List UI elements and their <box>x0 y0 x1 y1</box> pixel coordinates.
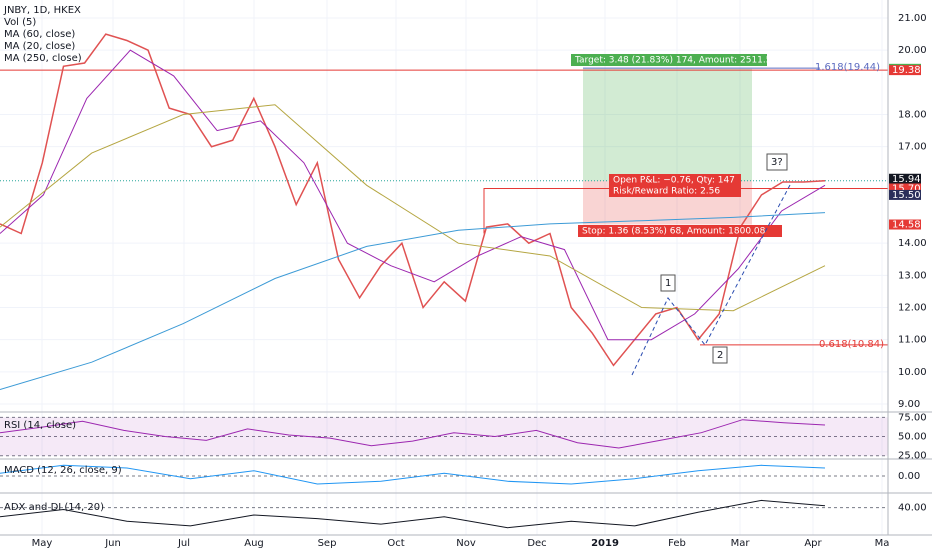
indicator-label: MA (60, close) <box>4 29 75 40</box>
price-tick-label: 10.00 <box>898 367 927 378</box>
pane-tick-label: 25.00 <box>898 451 927 462</box>
pattern-box <box>660 274 676 292</box>
risk-reward-label: Risk/Reward Ratio: 2.56 <box>613 187 720 197</box>
pane-tick-label: 50.00 <box>898 432 927 443</box>
fib-label: 1.618(19.44) <box>815 62 880 73</box>
price-badge <box>889 219 921 230</box>
time-tick-label: Jul <box>177 538 190 549</box>
pattern-label: 1 <box>665 278 671 289</box>
time-tick-label: Sep <box>318 538 337 549</box>
price-tick-label: 14.00 <box>898 238 927 249</box>
time-tick-label: Oct <box>387 538 404 549</box>
macd-line <box>0 464 826 485</box>
stop-label-box <box>578 225 782 237</box>
series-line <box>0 212 826 390</box>
price-badge <box>889 173 921 184</box>
pane-tick-label: 75.00 <box>898 412 927 423</box>
price-badge-label: 19.38 <box>892 65 921 76</box>
pattern-box <box>766 153 788 171</box>
price-tick-label: 13.00 <box>898 270 927 281</box>
price-tick-label: 20.00 <box>898 45 927 56</box>
series-line <box>0 33 826 367</box>
open-pl-label-box <box>609 174 741 186</box>
price-tick-label: 17.00 <box>898 142 927 153</box>
pattern-box <box>712 346 728 364</box>
target-label-box <box>571 54 767 66</box>
time-tick-label: Jun <box>104 538 121 549</box>
pattern-label: 2 <box>717 350 723 361</box>
price-tick-label: 11.00 <box>898 335 927 346</box>
price-badge <box>889 183 921 194</box>
fib-label: 0.618(10.84) <box>819 339 884 350</box>
indicator-label: MA (20, close) <box>4 41 75 52</box>
time-tick-label: Apr <box>804 538 822 549</box>
price-badge-label: 14.58 <box>892 220 921 231</box>
indicator-label: MA (250, close) <box>4 53 82 64</box>
pattern-path <box>631 184 791 376</box>
price-badge <box>889 189 921 200</box>
rsi-band <box>0 417 888 456</box>
legend: JNBY, 1D, HKEX Vol (5) MA (60, close) MA… <box>3 5 82 64</box>
time-tick-label: Aug <box>244 538 264 549</box>
time-tick-label: Nov <box>456 538 476 549</box>
pane-tick-label: 40.00 <box>898 503 927 514</box>
rsi-line <box>0 419 826 449</box>
stop-label: Stop: 1.36 (8.53%) 68, Amount: 1800.08 <box>582 227 766 237</box>
target-label: Target: 3.48 (21.83%) 174, Amount: 2511.… <box>574 56 777 66</box>
price-tick-label: 21.00 <box>898 13 927 24</box>
price-badge-label: 15.70 <box>892 183 921 194</box>
time-tick-label: Dec <box>527 538 546 549</box>
price-tick-label: 9.00 <box>898 399 920 410</box>
price-badge-label: 15.94 <box>892 174 921 185</box>
price-tick-label: 18.00 <box>898 110 927 121</box>
price-tick-label: 12.00 <box>898 303 927 314</box>
adx-line <box>0 499 826 529</box>
symbol-title: JNBY, 1D, HKEX <box>3 5 81 16</box>
box-line <box>483 187 888 234</box>
time-tick-label: Ma <box>875 538 890 549</box>
pattern-label: 3? <box>771 157 783 168</box>
series-line <box>0 104 826 312</box>
risk-reward-label-box <box>609 185 741 197</box>
series-line <box>0 49 826 341</box>
profit-zone <box>583 68 752 181</box>
price-badge <box>889 65 921 76</box>
pane-tick-label: 0.00 <box>898 471 920 482</box>
time-tick-label: Feb <box>668 538 686 549</box>
time-tick-label: 2019 <box>591 538 619 549</box>
time-tick-label: May <box>32 538 53 549</box>
pane-label: ADX and DI (14, 20) <box>4 502 104 513</box>
open-pl-label: Open P&L: −0.76, Qty: 147 <box>613 176 735 186</box>
pane-label: RSI (14, close) <box>4 420 76 431</box>
indicator-label: Vol (5) <box>4 17 36 28</box>
price-badge-label: 15.50 <box>892 190 921 201</box>
time-tick-label: Mar <box>731 538 751 549</box>
pane-label: MACD (12, 26, close, 9) <box>4 465 122 476</box>
